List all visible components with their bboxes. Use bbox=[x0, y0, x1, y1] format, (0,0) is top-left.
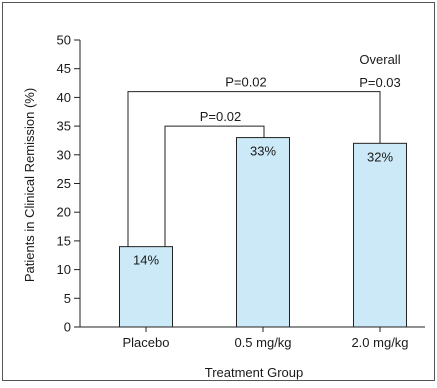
bar bbox=[236, 137, 290, 328]
y-tick-label: 5 bbox=[64, 291, 71, 306]
y-tick-label: 15 bbox=[57, 233, 71, 248]
x-tick-label: Placebo bbox=[123, 335, 170, 350]
significance-brackets: P=0.02 P=0.02 Overall P=0.03 bbox=[127, 52, 401, 247]
significance-bracket bbox=[127, 91, 381, 247]
bar-value-label: 14% bbox=[133, 253, 159, 268]
overall-label: P=0.03 bbox=[359, 75, 401, 90]
y-tick-label: 50 bbox=[57, 33, 71, 48]
y-tick-label: 10 bbox=[57, 262, 71, 277]
significance-label: P=0.02 bbox=[200, 109, 242, 124]
axes: 0 5 10 15 20 25 30 35 40 45 50 Placebo 0.5 mg/kg 2.0 … bbox=[57, 33, 425, 350]
bar bbox=[353, 142, 407, 328]
x-tick-label: 0.5 mg/kg bbox=[234, 335, 291, 350]
bar-value-label: 32% bbox=[367, 149, 393, 164]
y-tick-label: 35 bbox=[57, 119, 71, 134]
y-tick-label: 40 bbox=[57, 90, 71, 105]
y-tick-label: 0 bbox=[64, 320, 71, 335]
x-tick-label: 2.0 mg/kg bbox=[351, 335, 408, 350]
overall-label: Overall bbox=[359, 52, 400, 67]
x-axis-label: Treatment Group bbox=[205, 365, 304, 380]
bar-value-label: 33% bbox=[250, 144, 276, 159]
bars: 14% 33% 32% bbox=[119, 137, 407, 328]
y-tick-label: 25 bbox=[57, 176, 71, 191]
bar bbox=[119, 246, 173, 328]
significance-bracket bbox=[164, 125, 265, 247]
y-axis-label: Patients in Clinical Remission (%) bbox=[22, 88, 37, 282]
y-tick-label: 30 bbox=[57, 147, 71, 162]
significance-label: P=0.02 bbox=[225, 75, 267, 90]
y-tick-label: 45 bbox=[57, 61, 71, 76]
y-tick-label: 20 bbox=[57, 205, 71, 220]
